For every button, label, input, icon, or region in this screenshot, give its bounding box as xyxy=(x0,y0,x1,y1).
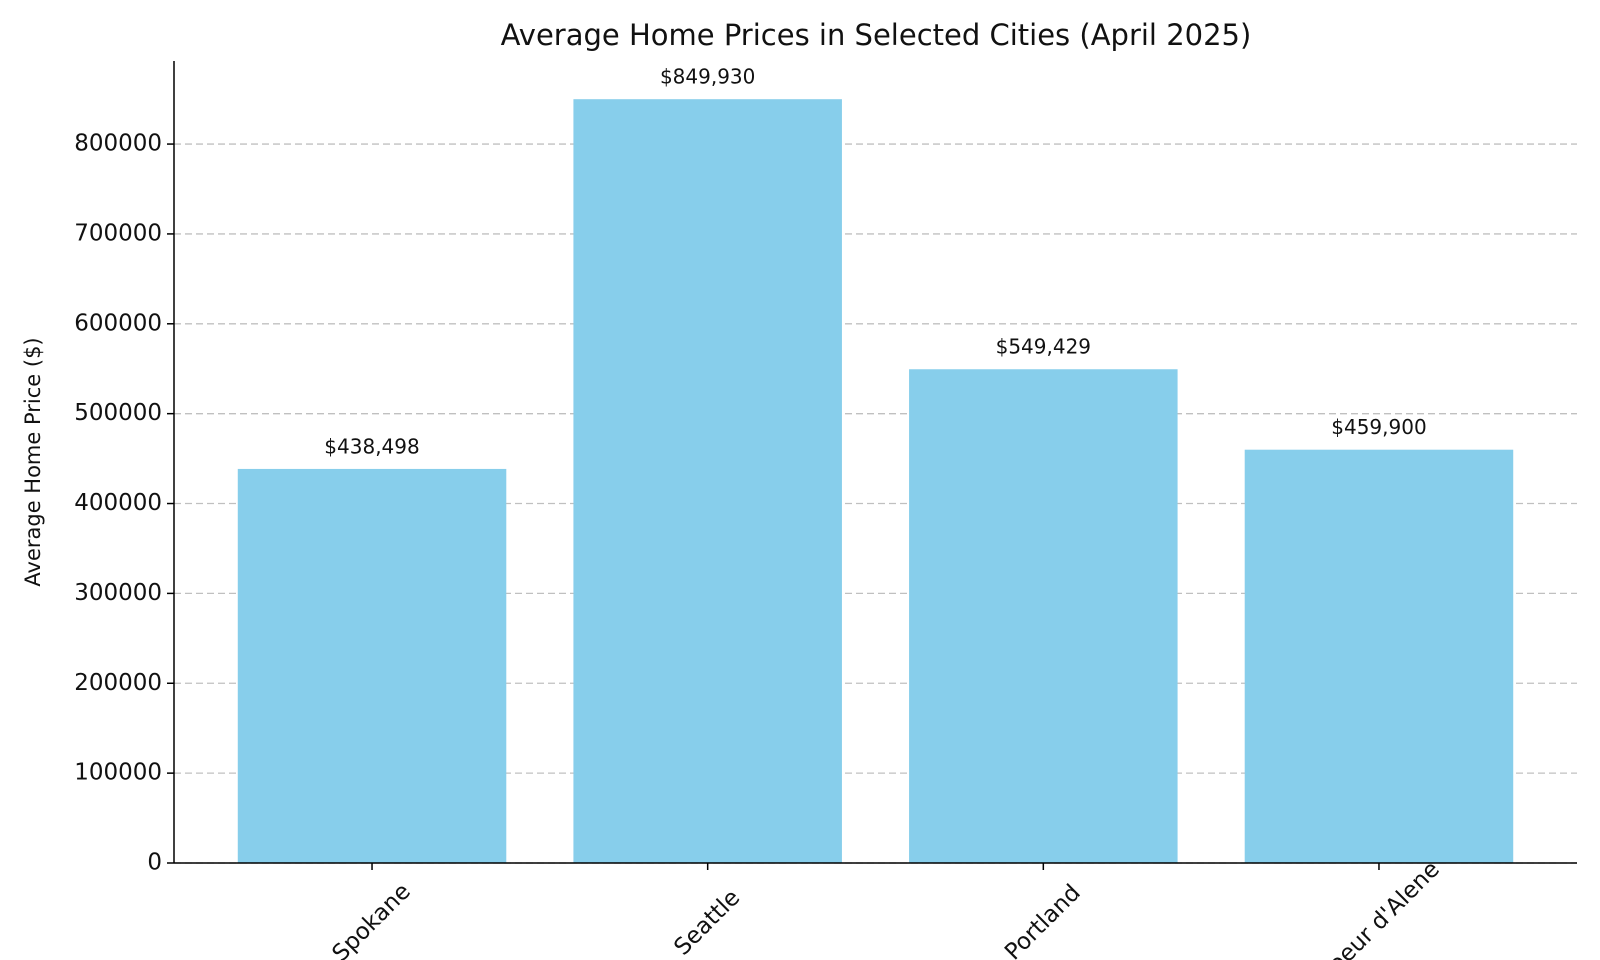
y-tick-label: 200000 xyxy=(74,670,162,696)
y-axis-label: Average Home Price ($) xyxy=(21,337,45,586)
y-tick-label: 600000 xyxy=(74,310,162,336)
x-tick-label: Portland xyxy=(1000,880,1086,960)
value-label: $549,429 xyxy=(996,335,1091,359)
x-tick-label: Seattle xyxy=(669,885,745,960)
bar xyxy=(909,369,1178,863)
x-tick-label: Spokane xyxy=(327,878,415,960)
y-tick-label: 800000 xyxy=(74,131,162,157)
value-label: $438,498 xyxy=(324,434,419,458)
y-tick-label: 100000 xyxy=(74,760,162,786)
y-tick-label: 700000 xyxy=(74,220,162,246)
y-tick-label: 500000 xyxy=(74,400,162,426)
x-tick-label: Coeur d'Alene xyxy=(1312,856,1445,960)
bar xyxy=(573,99,842,863)
bar xyxy=(1244,449,1514,863)
y-tick-label: 400000 xyxy=(74,490,162,516)
value-label: $849,930 xyxy=(660,65,755,89)
chart-title: Average Home Prices in Selected Cities (… xyxy=(501,18,1252,52)
value-label: $459,900 xyxy=(1331,415,1426,439)
y-tick-label: 300000 xyxy=(74,580,162,606)
y-tick-label: 0 xyxy=(147,850,162,876)
bar xyxy=(237,468,507,863)
